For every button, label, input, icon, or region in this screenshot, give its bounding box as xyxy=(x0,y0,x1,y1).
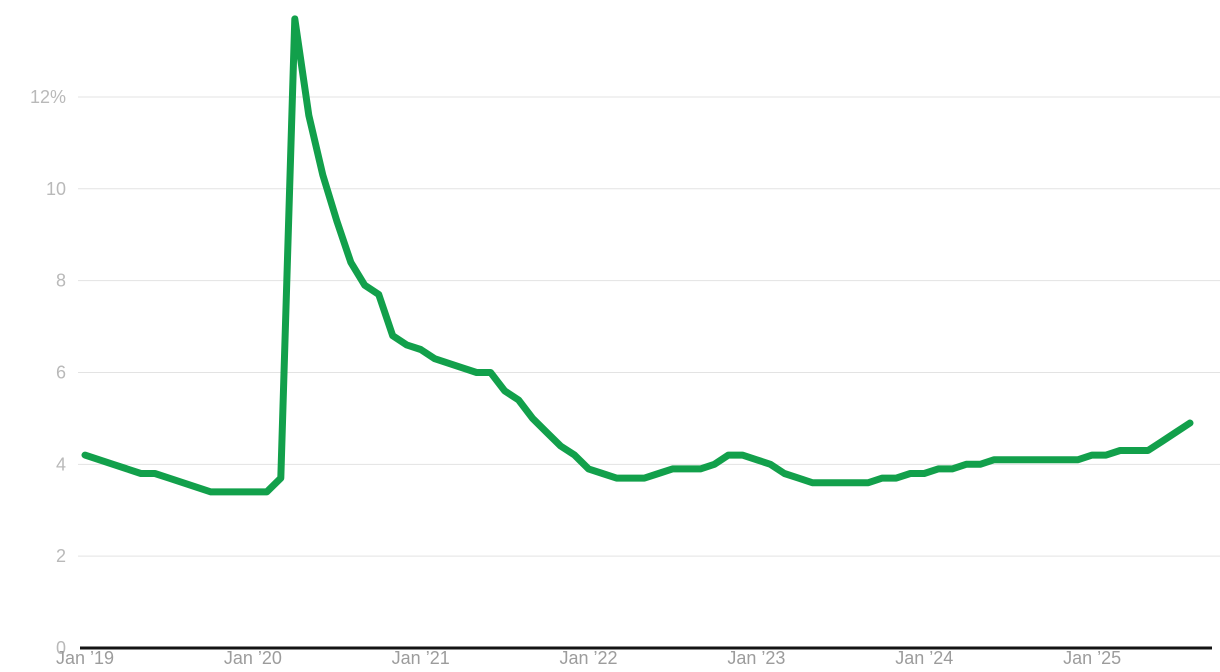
x-axis-label: Jan ’21 xyxy=(392,648,450,668)
x-axis-label: Jan ’20 xyxy=(224,648,282,668)
y-axis-label: 2 xyxy=(56,546,66,566)
x-axis-label: Jan ’23 xyxy=(727,648,785,668)
x-axis-label: Jan ’22 xyxy=(560,648,618,668)
x-axis-label: Jan ’25 xyxy=(1063,648,1121,668)
rate-series-line xyxy=(81,15,1194,496)
x-axis-label: Jan ’24 xyxy=(895,648,953,668)
y-axis-label: 8 xyxy=(56,271,66,291)
y-axis-label: 12% xyxy=(30,87,66,107)
y-axis-label: 0 xyxy=(56,638,66,658)
x-axis-label: Jan ’19 xyxy=(56,648,114,668)
y-axis-label: 6 xyxy=(56,362,66,382)
y-axis-label: 4 xyxy=(56,454,66,474)
y-axis-label: 10 xyxy=(46,179,66,199)
